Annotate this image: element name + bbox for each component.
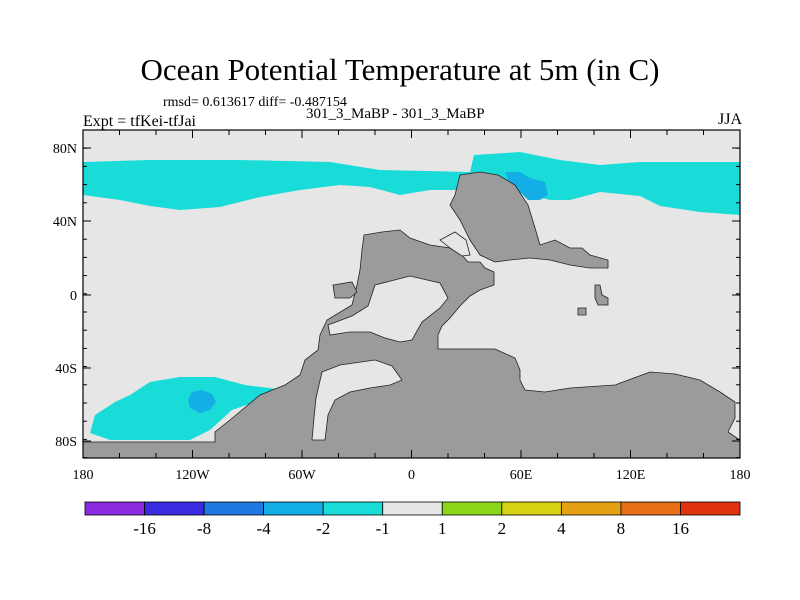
colorbar-label: 8 <box>617 519 626 538</box>
small-island <box>577 307 587 316</box>
longitude-tick-label: 180 <box>730 468 751 483</box>
season-label: JJA <box>717 111 742 128</box>
colorbar <box>84 501 741 516</box>
colorbar-label: -8 <box>197 519 211 538</box>
continents <box>83 171 740 458</box>
longitude-tick-label: 60W <box>288 468 316 483</box>
colorbar-labels: -16 -8 -4 -2 -1 1 2 4 8 16 <box>133 519 689 538</box>
colorbar-label: -16 <box>133 519 156 538</box>
north-atlantic-core <box>505 172 548 200</box>
colorbar-swatch <box>560 501 622 516</box>
longitude-tick-label: 120W <box>175 468 210 483</box>
longitude-labels: 180 120W 60W 0 60E 120E 180 <box>73 468 751 483</box>
north-landmass <box>449 171 609 269</box>
eurasia-africa <box>83 229 740 458</box>
latitude-tick-label: 80S <box>55 435 77 450</box>
colorbar-swatch <box>322 501 384 516</box>
colorbar-swatch <box>203 501 265 516</box>
latitude-labels: 80N 40N 0 40S 80S <box>53 142 77 450</box>
colorbar-swatch <box>680 501 741 516</box>
east-island <box>594 284 609 306</box>
colorbar-swatch <box>620 501 681 516</box>
colorbar-swatch <box>263 501 324 516</box>
longitude-ticks <box>82 130 741 458</box>
western-ocean-channel <box>311 359 403 441</box>
latitude-tick-label: 40N <box>53 215 77 230</box>
south-pacific-core <box>188 390 216 413</box>
anomaly-minus-2-regions <box>188 172 548 413</box>
longitude-tick-label: 180 <box>73 468 94 483</box>
north-pacific-anomaly <box>83 152 740 215</box>
latitude-ticks <box>83 147 740 459</box>
experiment-label: Expt = tfKei-tfJai <box>83 113 196 130</box>
latitude-tick-label: 40S <box>55 362 77 377</box>
colorbar-label: 4 <box>557 519 566 538</box>
colorbar-label: 2 <box>498 519 507 538</box>
colorbar-swatch <box>84 501 145 516</box>
inland-sea <box>327 275 449 343</box>
arm-channel <box>439 231 471 257</box>
longitude-tick-label: 0 <box>408 468 415 483</box>
colorbar-swatch <box>441 501 503 516</box>
colorbar-swatch <box>501 501 562 516</box>
colorbar-label: -4 <box>257 519 272 538</box>
west-island <box>332 281 358 299</box>
colorbar-swatch <box>144 501 205 516</box>
ocean-channels <box>311 231 471 441</box>
colorbar-label: 1 <box>438 519 447 538</box>
colorbar-swatch <box>382 501 443 516</box>
colorbar-label: 16 <box>672 519 689 538</box>
map-plot-area <box>83 130 740 458</box>
longitude-tick-label: 120E <box>616 468 646 483</box>
map-title: Ocean Potential Temperature at 5m (in C) <box>140 52 660 87</box>
longitude-tick-label: 60E <box>510 468 533 483</box>
colorbar-label: -2 <box>316 519 330 538</box>
south-pacific-anomaly <box>90 377 285 440</box>
colorbar-label: -1 <box>376 519 390 538</box>
runs-label: 301_3_MaBP - 301_3_MaBP <box>306 106 485 122</box>
stats-line: rmsd= 0.613617 diff= -0.487154 <box>163 95 347 110</box>
latitude-tick-label: 0 <box>70 289 77 304</box>
latitude-tick-label: 80N <box>53 142 77 157</box>
